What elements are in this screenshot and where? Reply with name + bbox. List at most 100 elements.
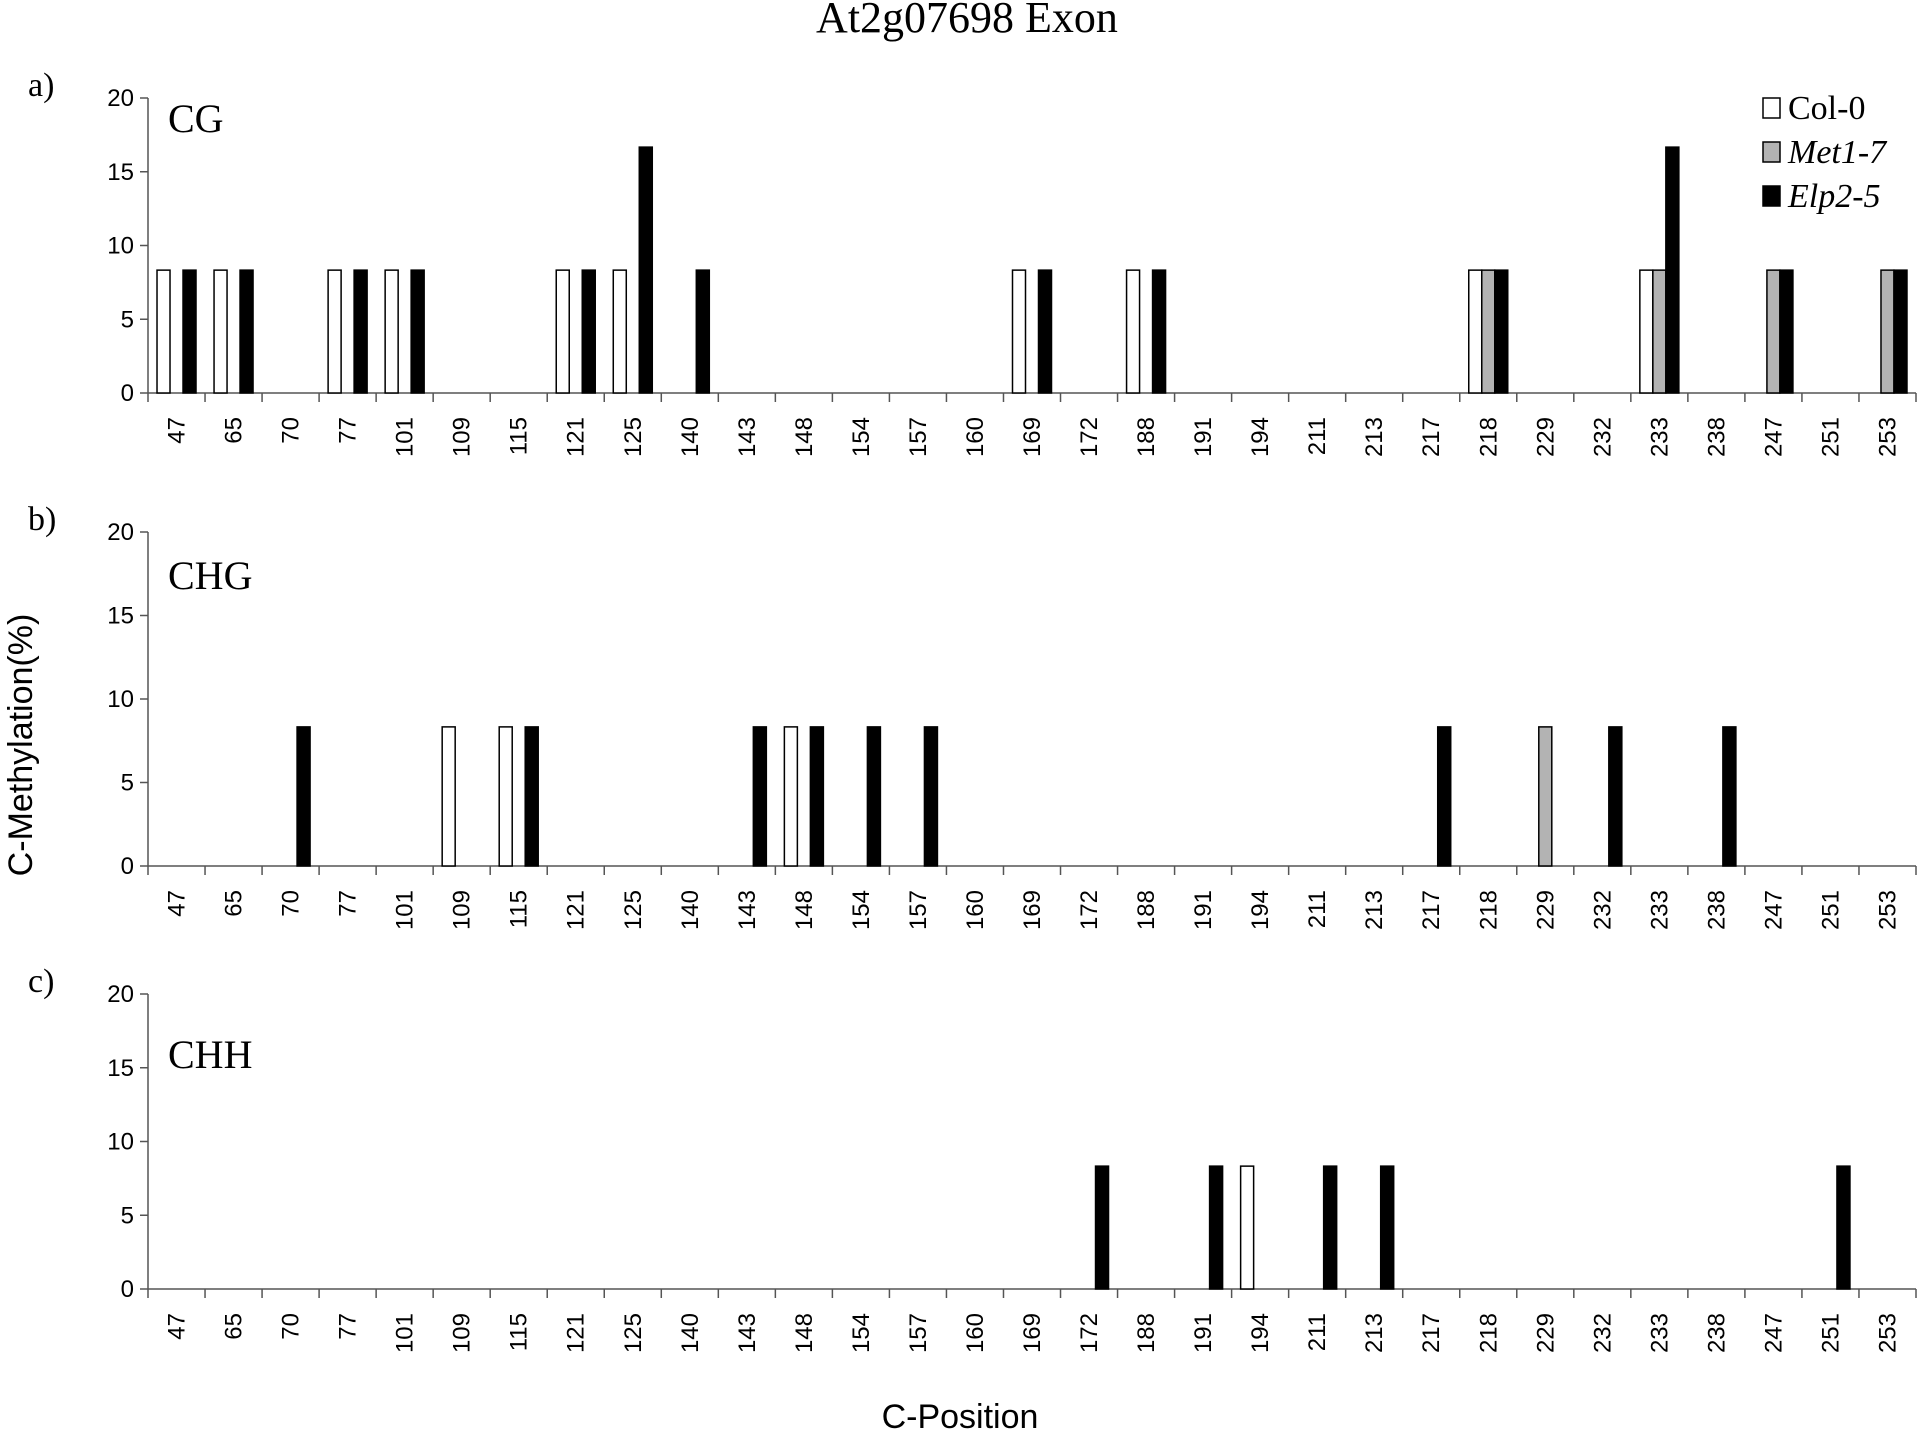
bar-elp2-5-157: [923, 726, 939, 867]
figure-title: At2g07698 Exon: [816, 0, 1118, 42]
x-tick-label: 101: [392, 1313, 419, 1353]
x-tick-label: 233: [1646, 890, 1673, 930]
x-tick-label: 121: [563, 417, 590, 457]
x-tick-label: 194: [1247, 417, 1274, 457]
x-tick-label: 229: [1532, 1313, 1559, 1353]
bar-elp2-5-218: [1494, 269, 1509, 394]
x-tick-label: 251: [1817, 1313, 1844, 1353]
x-tick-label: 160: [962, 1313, 989, 1353]
x-tick-label: 65: [221, 890, 248, 917]
bar-col-0-125: [612, 269, 628, 394]
bar-col-0-121: [555, 269, 570, 394]
y-tick-label: 0: [121, 1276, 134, 1303]
x-tick-label: 154: [848, 890, 875, 930]
x-tick-label: 109: [449, 890, 476, 930]
x-tick-label: 232: [1589, 890, 1616, 930]
x-tick-label: 238: [1703, 417, 1730, 457]
x-tick-label: 143: [734, 417, 761, 457]
bar-col-0-218: [1468, 269, 1483, 394]
x-tick-label: 191: [1190, 417, 1217, 457]
x-tick-label: 211: [1304, 417, 1331, 455]
x-tick-label: 213: [1361, 890, 1388, 930]
bar-elp2-5-115: [524, 726, 539, 867]
bar-col-0-188: [1125, 269, 1141, 394]
x-tick-label: 232: [1589, 417, 1616, 457]
legend-label-met1-7: Met1-7: [1787, 134, 1888, 171]
bar-met1-7-229: [1538, 726, 1553, 867]
x-tick-label: 101: [392, 417, 419, 457]
x-tick-label: 188: [1133, 890, 1160, 930]
x-tick-label: 157: [905, 890, 932, 930]
y-tick-label: 15: [107, 603, 134, 630]
x-tick-label: 115: [506, 890, 533, 928]
x-tick-label: 218: [1475, 417, 1502, 457]
x-tick-label: 211: [1304, 1313, 1331, 1351]
legend-swatch-elp2-5: [1762, 185, 1781, 207]
bar-elp2-5-191: [1208, 1165, 1224, 1290]
x-tick-label: 115: [506, 1313, 533, 1351]
x-tick-label: 247: [1760, 890, 1787, 930]
x-tick-label: 109: [449, 417, 476, 457]
y-tick-label: 5: [121, 1202, 134, 1229]
x-tick-label: 253: [1874, 890, 1901, 930]
x-tick-label: 238: [1703, 1313, 1730, 1353]
bar-col-0-77: [327, 269, 342, 394]
x-tick-label: 125: [620, 890, 647, 930]
x-tick-label: 217: [1418, 890, 1445, 930]
bar-col-0-194: [1239, 1165, 1255, 1290]
x-tick-label: 65: [221, 1313, 248, 1340]
bar-col-0-233: [1639, 269, 1654, 394]
y-tick-label: 0: [121, 380, 134, 407]
x-tick-label: 232: [1589, 1313, 1616, 1353]
x-tick-label: 140: [677, 1313, 704, 1353]
y-tick-label: 15: [107, 1055, 134, 1082]
x-tick-label: 148: [791, 1313, 818, 1353]
x-tick-label: 160: [962, 890, 989, 930]
x-tick-label: 65: [221, 417, 248, 444]
legend-label-elp2-5: Elp2-5: [1787, 178, 1881, 215]
x-tick-label: 238: [1703, 890, 1730, 930]
x-tick-label: 194: [1247, 1313, 1274, 1353]
x-tick-label: 169: [1019, 417, 1046, 457]
bar-col-0-109: [441, 726, 456, 867]
y-tick-label: 15: [107, 159, 134, 186]
x-tick-label: 121: [563, 890, 590, 930]
bar-elp2-5-211: [1322, 1165, 1338, 1290]
y-tick-label: 20: [107, 519, 134, 546]
bar-elp2-5-217: [1436, 726, 1452, 867]
x-tick-label: 70: [278, 1313, 305, 1340]
x-tick-label: 154: [848, 1313, 875, 1353]
x-tick-label: 172: [1076, 417, 1103, 457]
bar-elp2-5-47: [182, 269, 197, 394]
x-tick-label: 213: [1361, 417, 1388, 457]
x-tick-label: 125: [620, 417, 647, 457]
y-tick-label: 10: [107, 1129, 134, 1156]
y-tick-label: 20: [107, 981, 134, 1008]
x-tick-label: 154: [848, 417, 875, 457]
x-tick-label: 218: [1475, 890, 1502, 930]
bar-elp2-5-253: [1893, 269, 1908, 394]
x-tick-label: 251: [1817, 890, 1844, 930]
legend-swatch-met1-7: [1762, 141, 1781, 163]
x-tick-label: 140: [677, 417, 704, 457]
x-tick-label: 70: [278, 417, 305, 444]
x-tick-label: 217: [1418, 1313, 1445, 1353]
x-tick-label: 247: [1760, 417, 1787, 457]
bar-col-0-115: [498, 726, 513, 867]
x-tick-label: 188: [1133, 417, 1160, 457]
x-tick-label: 188: [1133, 1313, 1160, 1353]
context-label: CHG: [168, 553, 252, 598]
x-tick-label: 218: [1475, 1313, 1502, 1353]
bar-met1-7-253: [1880, 269, 1895, 394]
bar-elp2-5-125: [638, 146, 654, 394]
x-tick-label: 115: [506, 417, 533, 455]
x-tick-label: 229: [1532, 890, 1559, 930]
legend: Col-0 Met1-7 Elp2-5: [1762, 90, 1888, 215]
legend-swatch-col-0: [1762, 97, 1781, 119]
bar-elp2-5-233: [1665, 146, 1680, 394]
x-tick-label: 77: [335, 890, 362, 917]
bar-elp2-5-70: [296, 726, 311, 867]
x-tick-label: 47: [164, 1313, 191, 1340]
bar-elp2-5-232: [1608, 726, 1623, 867]
x-tick-label: 140: [677, 890, 704, 930]
